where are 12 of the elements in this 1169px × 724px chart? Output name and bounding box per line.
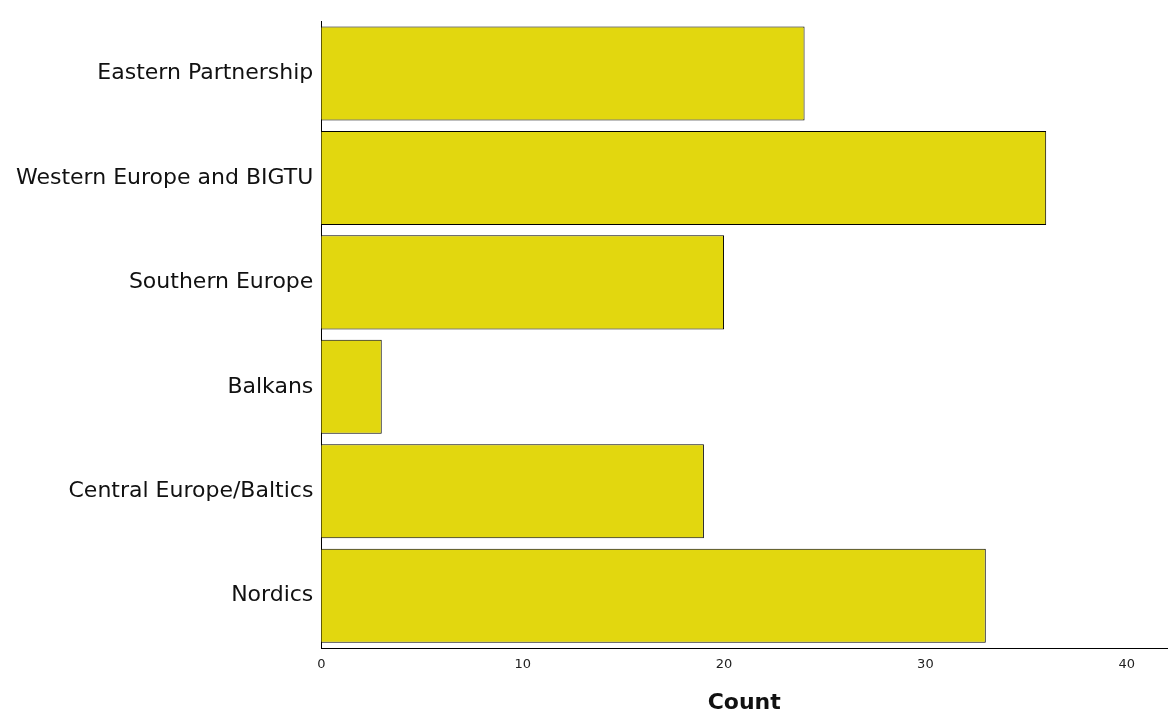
y-tick-label: Eastern Partnership — [97, 59, 314, 85]
x-tick-label: 40 — [1118, 656, 1135, 672]
x-tick-label: 20 — [715, 656, 733, 672]
x-tick-label: 0 — [317, 656, 326, 672]
y-tick-label: Central Europe/Baltics — [68, 477, 314, 503]
y-tick-label: Southern Europe — [128, 268, 314, 294]
y-tick-label: Nordics — [231, 581, 314, 607]
x-axis-title: Count — [707, 688, 782, 714]
y-tick-label: Balkans — [227, 372, 314, 398]
x-tick-label: 30 — [917, 656, 934, 672]
x-tick-label: 10 — [514, 656, 531, 672]
y-tick-label: Western Europe and BIGTU — [16, 163, 314, 189]
